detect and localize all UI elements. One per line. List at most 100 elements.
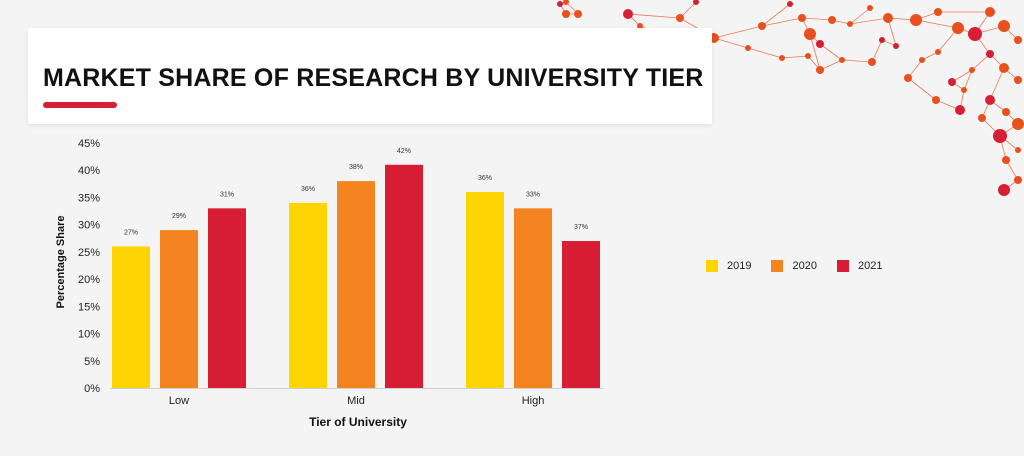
network-link <box>849 7 871 25</box>
network-node <box>893 43 899 49</box>
bar-mid-2021 <box>385 164 423 388</box>
network-node <box>798 14 806 22</box>
network-link <box>907 77 937 101</box>
network-node <box>904 74 912 82</box>
network-link <box>849 17 889 25</box>
network-node <box>883 13 893 23</box>
bar-mid-2020 <box>337 181 375 388</box>
network-node <box>816 40 824 48</box>
network-link <box>713 37 749 49</box>
network-node <box>623 9 633 19</box>
network-node <box>745 45 751 51</box>
legend-swatch-2021 <box>836 260 849 272</box>
network-node <box>978 114 986 122</box>
network-node <box>932 96 940 104</box>
y-tick-label: 5% <box>84 356 100 368</box>
legend-label-2019: 2019 <box>727 260 752 272</box>
network-node <box>998 20 1010 32</box>
network-node <box>868 58 876 66</box>
network-node <box>948 78 956 86</box>
y-tick-label: 35% <box>78 192 100 204</box>
network-node <box>693 0 699 5</box>
bar-low-2019 <box>112 246 150 388</box>
network-link <box>963 69 973 91</box>
bar-high-2021 <box>562 241 600 388</box>
network-node <box>676 14 684 22</box>
data-label: 36% <box>478 175 492 182</box>
title-underline <box>43 102 117 108</box>
chart-title: MARKET SHARE OF RESEARCH BY UNIVERSITY T… <box>43 64 704 92</box>
network-link <box>801 17 833 21</box>
x-tick-label: High <box>522 395 545 407</box>
network-node <box>557 1 563 7</box>
network-node <box>805 53 811 59</box>
network-link <box>819 43 843 61</box>
bar-low-2021 <box>208 208 246 388</box>
network-node <box>935 49 941 55</box>
bar-high-2019 <box>466 192 504 388</box>
x-tick-label: Mid <box>347 395 365 407</box>
data-label: 36% <box>301 186 315 193</box>
network-link <box>781 55 809 59</box>
network-link <box>809 33 821 71</box>
network-node <box>574 10 582 18</box>
title-card: MARKET SHARE OF RESEARCH BY UNIVERSITY T… <box>28 28 712 124</box>
network-node <box>867 5 873 11</box>
network-node <box>804 28 816 40</box>
network-node <box>563 0 569 5</box>
legend-item-2019: 2019 <box>706 260 751 272</box>
y-tick-label: 25% <box>78 247 100 259</box>
bar-high-2020 <box>514 208 552 388</box>
y-tick-label: 20% <box>78 274 100 286</box>
network-node <box>961 87 967 93</box>
network-node <box>847 21 853 27</box>
network-node <box>952 22 964 34</box>
x-tick-label: Low <box>169 395 189 407</box>
network-node <box>1002 108 1010 116</box>
network-node <box>999 63 1009 73</box>
network-node <box>1002 156 1010 164</box>
data-label: 33% <box>526 191 540 198</box>
network-node <box>637 23 643 29</box>
legend: 2019 2020 2021 <box>706 260 882 272</box>
network-node <box>919 57 925 63</box>
network-link <box>971 53 991 71</box>
network-link <box>989 67 1005 101</box>
y-tick-label: 30% <box>78 220 100 232</box>
data-label: 27% <box>124 229 138 236</box>
legend-label-2021: 2021 <box>857 260 883 272</box>
network-graphic <box>557 0 1024 196</box>
network-node <box>955 105 965 115</box>
y-tick-label: 0% <box>84 383 100 395</box>
network-node <box>985 95 995 105</box>
legend-swatch-2019 <box>706 260 718 272</box>
network-node <box>1015 147 1021 153</box>
network-link <box>747 47 783 59</box>
bar-low-2020 <box>160 230 198 388</box>
legend-item-2020: 2020 <box>771 260 817 272</box>
network-link <box>761 17 803 27</box>
network-node <box>1014 176 1022 184</box>
network-node <box>816 66 824 74</box>
y-tick-label: 45% <box>78 138 100 150</box>
data-label: 38% <box>349 164 363 171</box>
network-node <box>758 22 766 30</box>
y-tick-label: 40% <box>78 165 100 177</box>
network-node <box>934 8 942 16</box>
network-node <box>839 57 845 63</box>
network-node <box>968 27 982 41</box>
network-node <box>969 67 975 73</box>
network-node <box>1014 76 1022 84</box>
network-link <box>841 59 873 63</box>
network-link <box>761 3 791 27</box>
x-axis-title: Tier of University <box>309 415 407 429</box>
legend-item-2021: 2021 <box>836 260 883 272</box>
network-link <box>713 25 763 39</box>
data-label: 42% <box>397 148 411 155</box>
network-node <box>828 16 836 24</box>
network-node <box>787 1 793 7</box>
y-tick-label: 15% <box>78 301 100 313</box>
data-label: 37% <box>574 224 588 231</box>
legend-swatch-2020 <box>771 260 784 272</box>
